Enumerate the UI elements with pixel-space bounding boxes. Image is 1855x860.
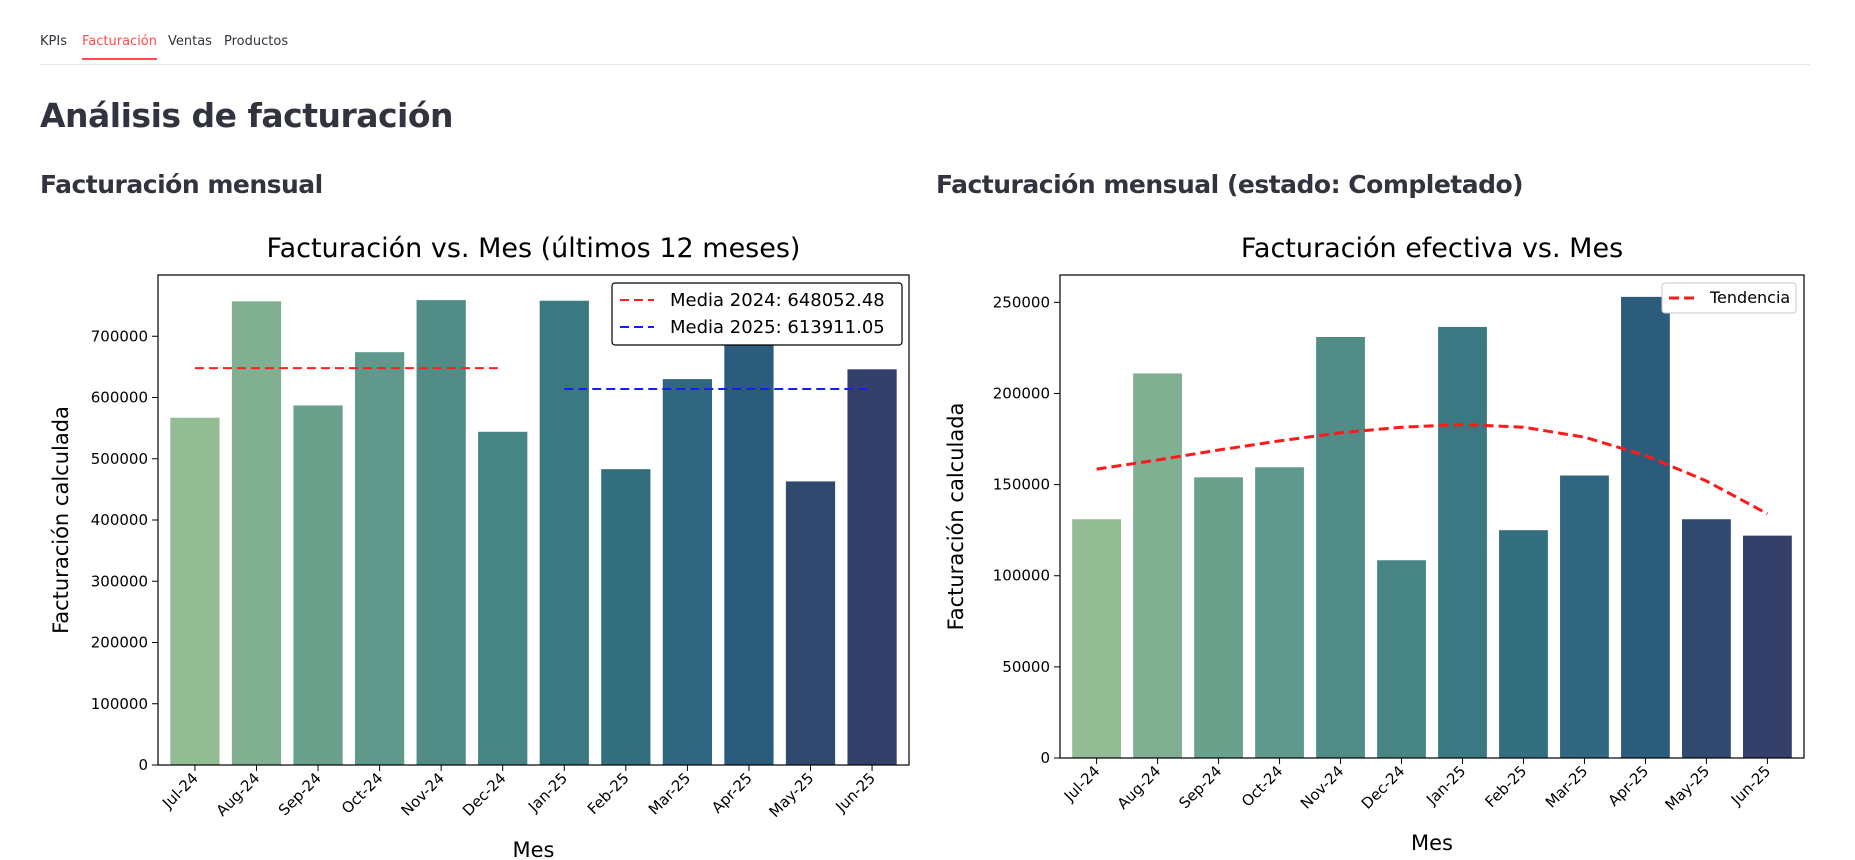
- x-tick-label: Sep-24: [275, 769, 325, 819]
- y-tick-label: 200000: [91, 634, 148, 652]
- chart-bar: [1194, 477, 1243, 758]
- chart-bar: [1316, 336, 1365, 758]
- x-tick-label: Jan-25: [1422, 762, 1469, 809]
- y-tick-label: 150000: [993, 476, 1050, 494]
- plot-frame: [1059, 274, 1805, 759]
- tab-facturacion[interactable]: Facturación: [82, 34, 157, 60]
- x-tick-label: Aug-24: [213, 769, 264, 820]
- y-tick-label: 0: [1040, 749, 1050, 767]
- chart-title: Facturación vs. Mes (últimos 12 meses): [267, 233, 801, 264]
- chart-bar: [1255, 467, 1304, 758]
- chart-bar: [539, 300, 589, 765]
- chart-bar: [170, 417, 220, 765]
- chart-bar: [231, 301, 282, 765]
- y-tick-label: 400000: [91, 511, 148, 529]
- chart-bar: [1072, 519, 1121, 758]
- page-title: Análisis de facturación: [40, 96, 454, 135]
- x-tick-label: Aug-24: [1114, 762, 1165, 813]
- x-tick-label: May-25: [766, 769, 818, 821]
- chart-bar: [1682, 519, 1731, 758]
- y-tick-label: 50000: [1002, 658, 1050, 676]
- chart-bar: [785, 481, 836, 765]
- x-tick-label: Sep-24: [1175, 762, 1225, 812]
- chart-title: Facturación efectiva vs. Mes: [1241, 233, 1623, 264]
- chart-bar: [478, 431, 528, 765]
- chart-bar: [293, 405, 343, 765]
- x-tick-label: Jun-25: [832, 769, 879, 816]
- y-tick-label: 500000: [91, 450, 148, 468]
- x-axis-label: Mes: [513, 838, 555, 860]
- chart-bar: [416, 300, 466, 765]
- x-tick-label: Mar-25: [1542, 762, 1591, 811]
- x-tick-label: Mar-25: [645, 769, 694, 818]
- chart-legend: Tendencia: [1661, 282, 1797, 314]
- y-tick-label: 300000: [91, 572, 148, 590]
- x-tick-label: Jun-25: [1727, 762, 1774, 809]
- tab-kpis[interactable]: KPIs: [40, 34, 67, 49]
- x-tick-label: Oct-24: [1238, 762, 1286, 810]
- x-tick-label: Nov-24: [1297, 762, 1347, 812]
- section-subheader-monthly: Facturación mensual: [40, 170, 323, 199]
- tab-productos[interactable]: Productos: [224, 34, 289, 49]
- chart-bar: [724, 339, 774, 765]
- y-tick-label: 100000: [993, 567, 1050, 585]
- chart-bar: [1560, 475, 1609, 758]
- chart-effective-billing: Facturación efectiva vs. Mes 0 50000 100000…: [944, 233, 1805, 855]
- y-tick-label: 700000: [91, 327, 148, 345]
- chart-monthly-billing: Facturación vs. Mes (últimos 12 meses) 0 1…: [49, 233, 910, 860]
- chart-bar: [354, 352, 405, 765]
- chart-bar: [847, 369, 897, 765]
- x-tick-label: Feb-25: [1481, 762, 1530, 811]
- x-tick-label: Apr-25: [708, 769, 756, 817]
- tab-bar: KPIs Facturación Ventas Productos: [40, 26, 1810, 65]
- legend-label: Media 2025: 613911.05: [670, 317, 885, 338]
- y-tick-label: 250000: [993, 293, 1050, 311]
- trend-line: [1096, 422, 1769, 516]
- x-axis-label: Mes: [1411, 831, 1453, 855]
- x-tick-label: Nov-24: [398, 769, 448, 819]
- x-tick-label: Dec-24: [1358, 762, 1409, 813]
- chart-bar: [1438, 326, 1487, 758]
- x-tick-label: Dec-24: [459, 769, 510, 820]
- chart-bar: [1499, 530, 1548, 758]
- y-tick-label: 0: [138, 756, 148, 774]
- legend-label: Media 2024: 648052.48: [670, 290, 885, 311]
- chart-legend: Media 2024: 648052.48 Media 2025: 613911.…: [611, 282, 903, 346]
- chart-bar: [1621, 296, 1670, 758]
- chart-bar: [601, 469, 651, 765]
- chart-bar: [662, 379, 713, 765]
- y-axis-label: Facturación calculada: [944, 403, 968, 631]
- x-tick-label: Feb-25: [584, 769, 633, 818]
- legend-label: Tendencia: [1709, 288, 1790, 307]
- tab-ventas[interactable]: Ventas: [168, 34, 212, 49]
- chart-bar: [1377, 560, 1426, 758]
- chart-bar: [1133, 373, 1182, 758]
- x-tick-label: Jan-25: [524, 769, 571, 816]
- section-subheader-completed: Facturación mensual (estado: Completado): [936, 170, 1524, 199]
- x-tick-label: May-25: [1661, 762, 1713, 814]
- chart-bar: [1743, 535, 1792, 758]
- x-tick-label: Jul-24: [158, 769, 202, 813]
- x-tick-label: Apr-25: [1605, 762, 1653, 810]
- legend-box: [611, 282, 903, 346]
- y-tick-label: 100000: [91, 695, 148, 713]
- x-tick-label: Jul-24: [1060, 762, 1104, 806]
- y-tick-label: 600000: [91, 389, 148, 407]
- legend-box: [1661, 282, 1797, 314]
- y-tick-label: 200000: [993, 384, 1050, 402]
- x-tick-label: Oct-24: [338, 769, 386, 817]
- y-axis-label: Facturación calculada: [49, 406, 73, 634]
